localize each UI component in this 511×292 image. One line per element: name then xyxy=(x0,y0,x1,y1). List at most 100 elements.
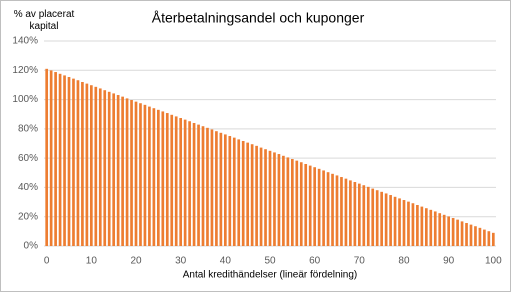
bar xyxy=(255,145,258,246)
bar xyxy=(389,195,392,246)
bar xyxy=(223,134,227,246)
bar xyxy=(161,111,165,246)
bar xyxy=(438,213,442,246)
bar xyxy=(304,164,308,246)
bar xyxy=(308,165,312,246)
bar xyxy=(313,167,317,246)
bar xyxy=(188,121,191,246)
bar xyxy=(447,216,450,246)
bar xyxy=(416,205,419,246)
x-tick-label: 90 xyxy=(443,256,455,267)
bar xyxy=(72,78,75,246)
bar xyxy=(295,160,299,246)
bar xyxy=(165,113,169,247)
bar xyxy=(273,152,276,246)
y-tick-label: 140% xyxy=(12,36,38,47)
bar xyxy=(143,104,147,246)
bar xyxy=(491,232,495,246)
bar xyxy=(487,231,491,246)
y-tick-label: 120% xyxy=(12,65,38,76)
x-tick-label: 70 xyxy=(354,256,366,267)
bar xyxy=(107,91,111,246)
bar xyxy=(326,172,330,246)
bar xyxy=(483,229,486,246)
bar xyxy=(157,109,160,246)
bar xyxy=(335,175,339,246)
bar xyxy=(420,206,424,246)
bar xyxy=(85,83,89,246)
bar xyxy=(286,157,290,246)
x-axis-title: Antal kredithändelser (lineär fördelning… xyxy=(183,270,358,281)
bar xyxy=(282,155,285,246)
bar xyxy=(179,118,183,246)
bar xyxy=(98,88,102,246)
x-tick-label: 80 xyxy=(398,256,410,267)
bar xyxy=(366,186,370,246)
bar xyxy=(246,142,250,246)
bar xyxy=(353,182,357,246)
bar xyxy=(429,209,433,246)
x-tick-label: 100 xyxy=(485,256,502,267)
bar xyxy=(357,183,361,246)
bar xyxy=(54,72,57,247)
bar xyxy=(474,226,477,246)
bar xyxy=(465,223,468,246)
bar xyxy=(94,86,98,246)
bar xyxy=(259,147,263,246)
bar xyxy=(250,144,254,246)
bar xyxy=(371,188,375,246)
bar xyxy=(290,159,294,246)
x-tick-label: 20 xyxy=(130,256,142,267)
bar xyxy=(268,150,272,246)
bar xyxy=(76,80,80,246)
bar xyxy=(451,218,455,246)
y-tick-label: 80% xyxy=(18,123,38,134)
bar xyxy=(49,70,53,246)
bar xyxy=(317,168,321,246)
bar xyxy=(384,193,388,246)
bar xyxy=(424,208,428,246)
bar xyxy=(174,116,178,247)
bar xyxy=(460,221,464,246)
bar xyxy=(121,96,124,247)
bar xyxy=(344,178,348,246)
bar xyxy=(340,177,343,246)
bar xyxy=(152,108,156,246)
bar xyxy=(322,170,325,246)
bar xyxy=(192,123,196,246)
bar xyxy=(411,203,415,246)
bar xyxy=(442,214,446,246)
bar xyxy=(201,126,205,246)
bar xyxy=(362,185,366,246)
bar xyxy=(183,119,187,246)
bar xyxy=(215,131,218,246)
x-tick-label: 10 xyxy=(86,256,98,267)
bar xyxy=(112,93,116,247)
x-tick-label: 40 xyxy=(220,256,232,267)
bar xyxy=(380,191,383,246)
bar xyxy=(139,103,142,246)
bar xyxy=(375,190,379,246)
bar xyxy=(237,139,241,246)
bar xyxy=(206,127,209,246)
bar xyxy=(90,85,93,246)
bar xyxy=(277,154,281,246)
bar xyxy=(398,198,401,246)
bar xyxy=(134,101,138,246)
y-tick-label: 60% xyxy=(18,153,38,164)
bar xyxy=(125,98,129,247)
x-tick-label: 50 xyxy=(264,256,276,267)
bar xyxy=(331,173,334,246)
bar xyxy=(81,82,84,246)
bar xyxy=(228,136,232,246)
bar xyxy=(402,200,406,246)
y-tick-label: 20% xyxy=(18,211,38,222)
bar xyxy=(299,162,303,246)
chart-title: Återbetalningsandel och kuponger xyxy=(152,10,365,26)
bar xyxy=(469,224,473,246)
bar xyxy=(264,149,267,246)
bar xyxy=(197,124,200,246)
bar xyxy=(219,132,223,246)
